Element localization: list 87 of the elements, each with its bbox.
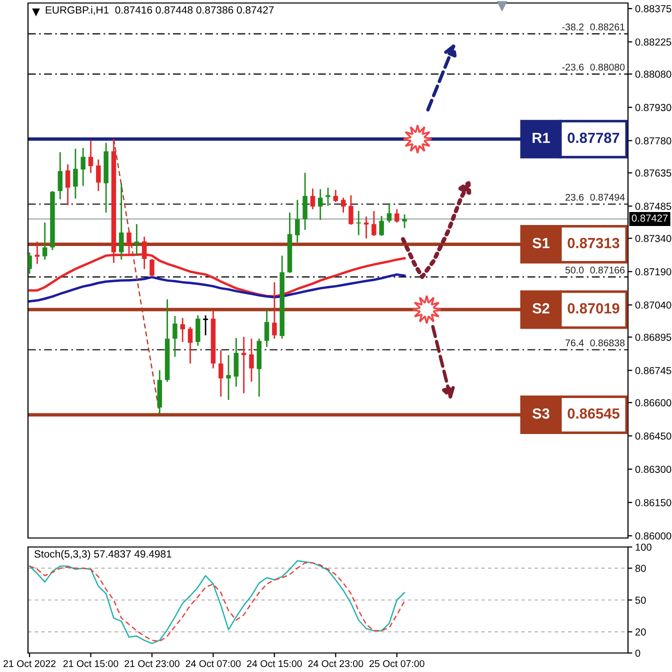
candlestick xyxy=(150,258,154,278)
y-tick-label: 0.86150 xyxy=(635,499,672,506)
y-tick-label: 0.86450 xyxy=(635,432,672,440)
ref-line-label: S2 xyxy=(532,303,550,314)
x-tick-label: 25 Oct 07:00 xyxy=(370,660,424,668)
candlestick xyxy=(372,210,376,237)
candlestick xyxy=(249,338,254,382)
y-tick-label: 20 xyxy=(635,628,646,636)
candlestick xyxy=(379,215,384,237)
candlestick xyxy=(364,216,369,240)
candlestick xyxy=(226,354,231,401)
y-tick-label: 0 xyxy=(635,650,640,657)
candlestick xyxy=(73,148,78,200)
ref-line-label: 0.88261 xyxy=(590,24,625,30)
y-tick-label: 80 xyxy=(635,564,646,572)
annotation: 76.4 xyxy=(566,339,584,346)
y-tick-label: 0.88225 xyxy=(635,38,672,46)
x-tick-label: 21 Oct 2022 xyxy=(4,660,56,668)
y-tick-label: 0.87635 xyxy=(635,169,672,177)
ref-line-label: S1 xyxy=(532,238,550,248)
chart-title: Stoch(5,3,3) 57.4837 49.4981 xyxy=(34,550,172,560)
candlestick xyxy=(218,350,224,398)
annotation: -23.6 xyxy=(562,64,584,71)
candlestick xyxy=(58,151,63,200)
y-tick-label: 0.88375 xyxy=(635,5,672,12)
annotation: -38.2 xyxy=(562,24,584,30)
y-tick-label: 0.87190 xyxy=(635,268,672,276)
annotation: 0.87787 xyxy=(568,132,620,143)
candlestick xyxy=(118,182,124,260)
candlestick xyxy=(180,317,185,343)
annotation: 0.87019 xyxy=(568,303,620,314)
candlestick xyxy=(34,240,40,265)
y-tick-label: 0.87040 xyxy=(635,302,672,309)
candlestick xyxy=(65,164,70,206)
candlestick xyxy=(196,314,200,346)
y-tick-label: 0.86895 xyxy=(635,334,672,341)
candlestick xyxy=(394,208,400,224)
candlestick xyxy=(348,194,354,226)
candlestick xyxy=(264,308,270,348)
candlestick xyxy=(340,196,346,214)
candlestick xyxy=(302,172,308,231)
x-tick-label: 21 Oct 23:00 xyxy=(124,660,180,668)
candlestick xyxy=(96,158,101,192)
y-tick-label: 0.87340 xyxy=(635,234,672,242)
y-tick-label: 0.86600 xyxy=(635,399,672,406)
candlestick xyxy=(333,189,338,203)
candlestick xyxy=(295,199,300,243)
annotation: 50.0 xyxy=(565,266,584,274)
candlestick xyxy=(134,223,140,256)
y-tick-label: 50 xyxy=(635,596,646,604)
candlestick xyxy=(326,187,330,207)
candlestick xyxy=(172,315,178,358)
candlestick xyxy=(188,326,193,364)
ref-line-label: 0.87494 xyxy=(590,194,625,201)
candlestick xyxy=(42,222,48,260)
line-series xyxy=(28,273,406,303)
annotation: 0.86545 xyxy=(568,408,620,419)
x-tick-label: 24 Oct 07:00 xyxy=(186,660,241,668)
candlestick xyxy=(402,214,407,229)
ref-line-label: 0.87166 xyxy=(590,266,625,274)
candlestick xyxy=(88,140,94,174)
annotation: 0.87427 xyxy=(632,214,668,222)
ref-line-label: 0.88080 xyxy=(590,64,625,71)
x-tick-label: 24 Oct 15:00 xyxy=(247,660,302,668)
candlestick xyxy=(234,337,239,388)
candlestick xyxy=(28,252,32,275)
y-tick-label: 0.87930 xyxy=(635,104,672,112)
candlestick xyxy=(80,147,86,187)
candlestick xyxy=(318,188,323,221)
candlestick xyxy=(356,210,361,236)
ref-line-label: R1 xyxy=(532,132,550,143)
candlestick xyxy=(310,188,316,210)
y-tick-label: 0.87485 xyxy=(635,202,672,210)
y-tick-label: 0.87780 xyxy=(635,137,672,144)
y-tick-label: 0.86000 xyxy=(635,532,672,540)
chart-title: EURGBP.i,H1 0.87416 0.87448 0.87386 0.87427 xyxy=(46,6,274,15)
annotation: 23.6 xyxy=(566,194,584,201)
y-tick-label: 0.86745 xyxy=(635,366,672,374)
ref-line-label: 0.86838 xyxy=(590,339,625,346)
y-tick-label: 0.88080 xyxy=(635,70,672,78)
y-tick-label: 100 xyxy=(636,544,652,551)
x-tick-label: 24 Oct 23:00 xyxy=(308,660,364,668)
annotation: 0.87313 xyxy=(568,238,620,248)
x-tick-label: 21 Oct 15:00 xyxy=(63,660,118,668)
candlestick xyxy=(386,202,392,224)
ref-line-label: S3 xyxy=(532,408,550,419)
y-tick-label: 0.86300 xyxy=(635,466,672,473)
